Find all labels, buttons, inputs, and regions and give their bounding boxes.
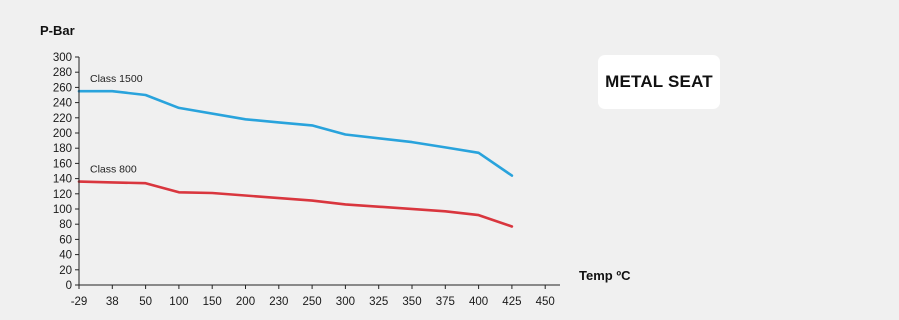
y-tick-label: 180	[53, 143, 72, 155]
x-tick-label: 200	[236, 296, 255, 308]
x-tick-label: 450	[536, 296, 555, 308]
x-tick-label: 150	[203, 296, 222, 308]
x-axis-ticks: -29 38 50 100 150 200 230 250 300 325 350 375 400 425…	[71, 285, 555, 308]
x-tick-label: 50	[139, 296, 152, 308]
y-axis-title: P-Bar	[40, 23, 75, 38]
metal-seat-badge: METAL SEAT	[598, 55, 720, 109]
x-tick-label: 230	[269, 296, 288, 308]
y-tick-label: 240	[53, 98, 72, 110]
y-tick-label: 0	[66, 280, 72, 292]
series-label-1: Class 1500	[90, 73, 143, 85]
x-tick-label: 400	[469, 296, 488, 308]
y-tick-label: 280	[53, 67, 72, 79]
x-tick-label: 325	[369, 296, 388, 308]
y-tick-label: 40	[59, 250, 72, 262]
x-tick-label: 425	[502, 296, 521, 308]
series-line-1	[77, 89, 514, 177]
y-tick-label: 80	[59, 219, 72, 231]
series-line-2	[77, 180, 514, 228]
y-tick-label: 300	[53, 52, 72, 64]
series-layer: Class 1500 Class 800	[77, 73, 514, 228]
x-tick-label: -29	[71, 296, 88, 308]
x-tick-label: 300	[336, 296, 355, 308]
y-tick-label: 160	[53, 158, 72, 170]
x-tick-label: 375	[436, 296, 455, 308]
x-axis-title: Temp ºC	[579, 268, 631, 283]
x-tick-label: 100	[169, 296, 188, 308]
y-tick-label: 140	[53, 174, 72, 186]
y-tick-label: 60	[59, 234, 72, 246]
y-tick-label: 120	[53, 189, 72, 201]
series-label-2: Class 800	[90, 164, 137, 176]
y-tick-label: 200	[53, 128, 72, 140]
y-tick-label: 220	[53, 113, 72, 125]
y-tick-label: 100	[53, 204, 72, 216]
y-axis-ticks: 0 20 40 60 80 100 120 140 160 180 200 220 240 260 280 3…	[53, 52, 79, 292]
y-tick-label: 260	[53, 82, 72, 94]
x-tick-label: 250	[303, 296, 322, 308]
x-tick-label: 38	[106, 296, 119, 308]
x-tick-label: 350	[402, 296, 421, 308]
y-tick-label: 20	[59, 265, 72, 277]
